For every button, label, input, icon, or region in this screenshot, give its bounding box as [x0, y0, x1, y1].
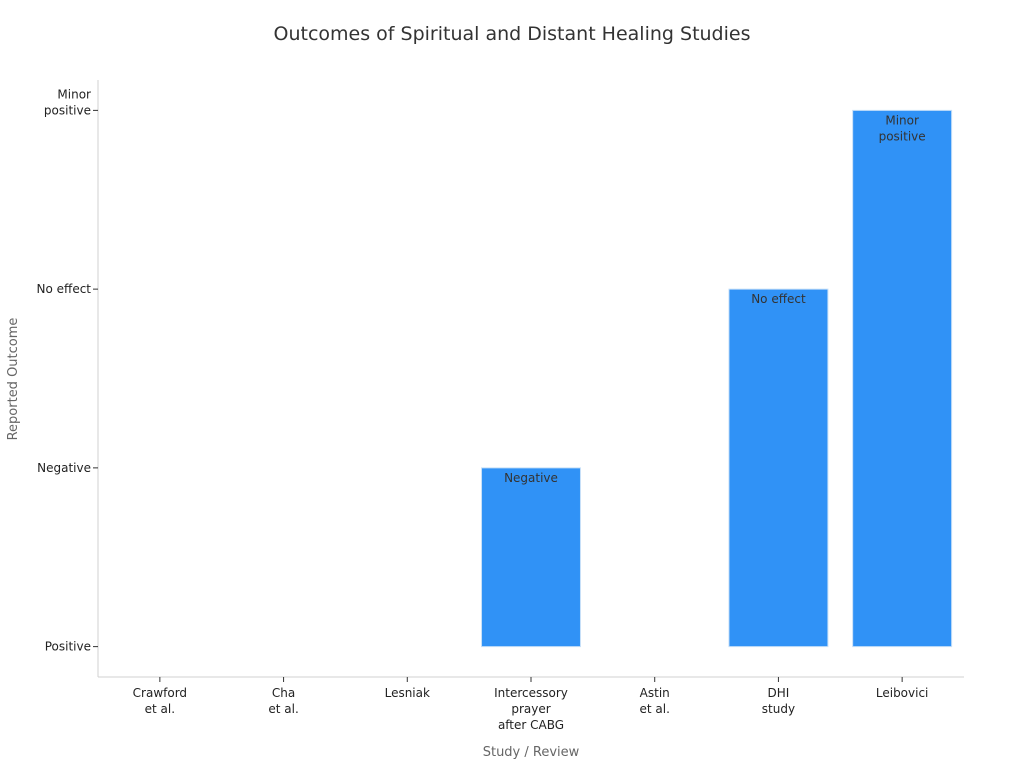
x-tick-label-line: et al.: [145, 702, 175, 716]
bar-value-label-line: Negative: [504, 471, 558, 485]
y-tick-label: No effect: [37, 282, 92, 296]
bar-value-label: No effect: [751, 292, 806, 306]
x-tick-label-line: Leibovici: [876, 686, 929, 700]
x-tick-label-line: Astin: [640, 686, 670, 700]
bar-value-label-line: No effect: [751, 292, 806, 306]
x-tick-label: Astin et al.: [640, 686, 670, 716]
x-tick-label: Crawford et al.: [133, 686, 187, 716]
y-tick-label: Negative: [37, 461, 91, 475]
tick-group: Positive Negative No effect Minor positive Cr…: [37, 87, 929, 732]
x-tick-label-line: Cha: [272, 686, 295, 700]
bar: [852, 109, 953, 648]
chart-title: Outcomes of Spiritual and Distant Healin…: [274, 23, 751, 45]
bar-value-label-line: positive: [879, 129, 926, 143]
bar-value-label: Minor positive: [879, 113, 926, 143]
x-tick-label-line: Intercessory: [494, 686, 568, 700]
bar-value-label-line: Minor: [885, 113, 919, 127]
x-tick-label-line: DHI: [768, 686, 790, 700]
x-tick-label-line: et al.: [640, 702, 670, 716]
y-tick-label-line: Positive: [45, 640, 91, 654]
x-tick-label-line: Lesniak: [385, 686, 430, 700]
x-tick-label: Leibovici: [876, 686, 929, 700]
x-tick-label-line: prayer: [511, 702, 550, 716]
y-tick-label-line: Negative: [37, 461, 91, 475]
bar-group: Negative No effect Minor positive: [481, 109, 953, 648]
y-tick-label-line: Minor: [57, 87, 91, 101]
x-axis-title: Study / Review: [483, 745, 580, 760]
bar-value-label: Negative: [504, 471, 558, 485]
x-tick-label: Cha et al.: [268, 686, 298, 716]
bar: [481, 467, 581, 648]
y-tick-label-line: positive: [44, 103, 91, 117]
y-tick-label-line: No effect: [37, 282, 92, 296]
x-tick-label-line: Crawford: [133, 686, 187, 700]
y-tick-label: Positive: [45, 640, 91, 654]
x-tick-label-line: study: [762, 702, 795, 716]
y-tick-label: Minor positive: [44, 87, 91, 117]
y-axis-title: Reported Outcome: [6, 318, 21, 441]
x-tick-label: DHI study: [762, 686, 795, 716]
x-tick-label: Intercessory prayer after CABG: [494, 686, 568, 732]
x-tick-label: Lesniak: [385, 686, 430, 700]
bar: [728, 288, 829, 648]
x-tick-label-line: et al.: [268, 702, 298, 716]
x-tick-label-line: after CABG: [498, 718, 564, 732]
